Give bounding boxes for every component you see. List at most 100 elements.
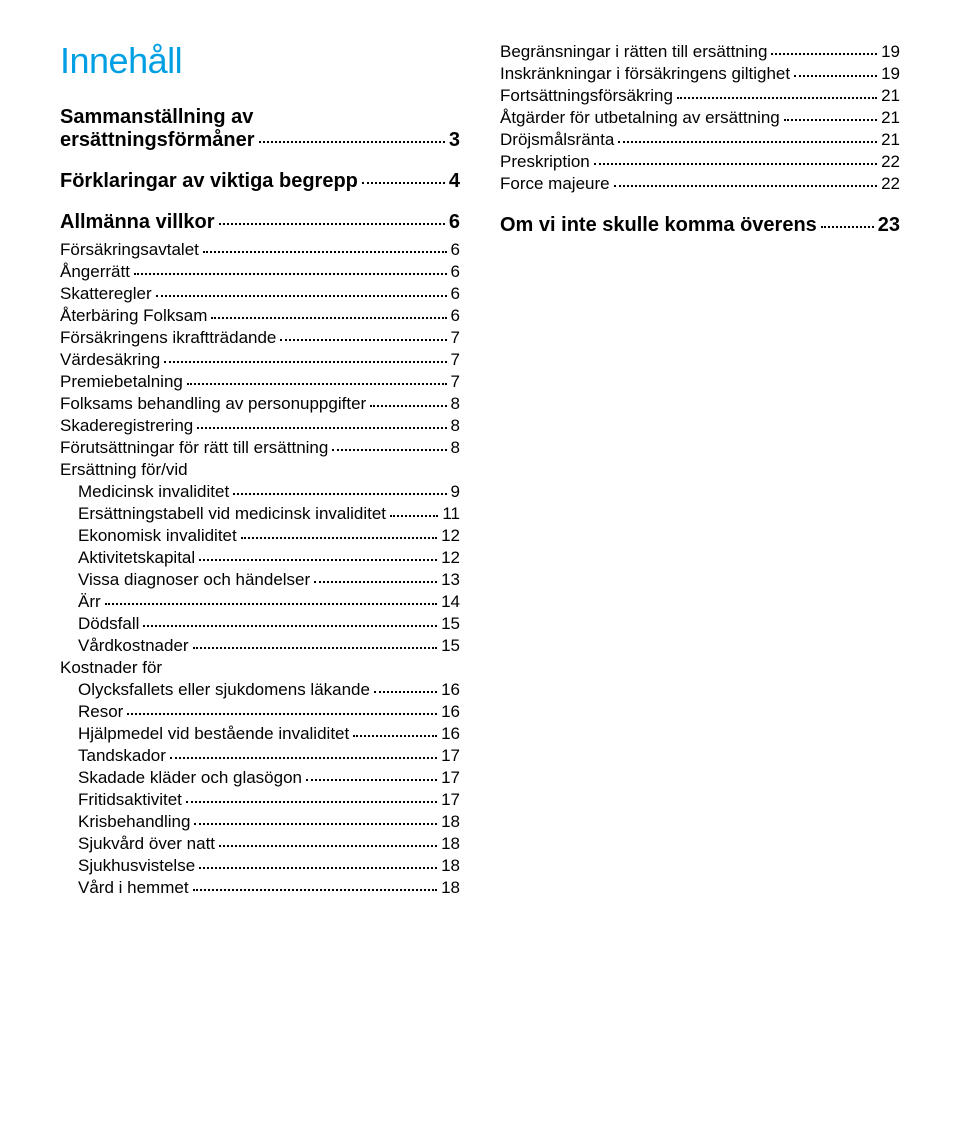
leader-dots xyxy=(134,273,447,275)
section-heading-1: Sammanställning av ersättningsförmåner 3 xyxy=(60,106,460,152)
toc-page: 7 xyxy=(451,350,460,370)
toc-row: Folksams behandling av personuppgifter8 xyxy=(60,394,460,414)
leader-dots xyxy=(170,757,437,759)
leader-dots xyxy=(614,185,877,187)
toc-row: Hjälpmedel vid bestående invaliditet16 xyxy=(60,724,460,744)
toc-label: Preskription xyxy=(500,152,590,172)
toc-page: 15 xyxy=(441,614,460,634)
leader-dots xyxy=(156,295,447,297)
leader-dots xyxy=(199,559,437,561)
toc-row: Fortsättningsförsäkring21 xyxy=(500,86,900,106)
toc-label: Medicinsk invaliditet xyxy=(78,482,229,502)
section-heading-1-line2: ersättningsförmåner xyxy=(60,129,255,152)
toc-label: Dröjsmålsränta xyxy=(500,130,614,150)
toc-row: Fritidsaktivitet17 xyxy=(60,790,460,810)
leader-dots xyxy=(143,625,437,627)
toc-row: Dödsfall 15 xyxy=(60,614,460,634)
toc-page: 6 xyxy=(451,262,460,282)
toc-label: Olycksfallets eller sjukdomens läkande xyxy=(78,680,370,700)
leader-dots xyxy=(280,339,446,341)
section-heading-2-label: Förklaringar av viktiga begrepp xyxy=(60,170,358,193)
toc-page: 18 xyxy=(441,878,460,898)
toc-page: 18 xyxy=(441,856,460,876)
toc-row: Medicinsk invaliditet 9 xyxy=(60,482,460,502)
leader-dots xyxy=(306,779,437,781)
group-1-items: Medicinsk invaliditet 9 Ersättningstabell … xyxy=(60,482,460,656)
toc-row: Ärr 14 xyxy=(60,592,460,612)
leader-dots xyxy=(771,53,877,55)
toc-page: 22 xyxy=(881,152,900,172)
leader-dots xyxy=(187,383,447,385)
toc-page: 12 xyxy=(441,526,460,546)
toc-label: Tandskador xyxy=(78,746,166,766)
toc-row: Premiebetalning 7 xyxy=(60,372,460,392)
toc-page: 6 xyxy=(451,306,460,326)
toc-page: 11 xyxy=(442,504,460,524)
leader-dots xyxy=(353,735,437,737)
toc-label: Ersättningstabell vid medicinsk invalidi… xyxy=(78,504,386,524)
toc-page: 9 xyxy=(451,482,460,502)
toc-label: Sjukhusvistelse xyxy=(78,856,195,876)
leader-dots xyxy=(362,182,445,184)
toc-row: Vårdkostnader15 xyxy=(60,636,460,656)
group-label-2: Kostnader för xyxy=(60,658,460,678)
toc-row: Förutsättningar för rätt till ersättning… xyxy=(60,438,460,458)
toc-page: 7 xyxy=(451,372,460,392)
leader-dots xyxy=(390,515,438,517)
toc-page: 12 xyxy=(441,548,460,568)
leader-dots xyxy=(193,889,438,891)
toc-row: Tandskador 17 xyxy=(60,746,460,766)
leader-dots xyxy=(219,845,437,847)
leader-dots xyxy=(219,223,445,225)
section-heading-1-page: 3 xyxy=(449,129,460,152)
toc-page: 16 xyxy=(441,702,460,722)
toc-label: Begränsningar i rätten till ersättning xyxy=(500,42,767,62)
toc-row: Krisbehandling 18 xyxy=(60,812,460,832)
toc-row: Vård i hemmet18 xyxy=(60,878,460,898)
toc-page: 17 xyxy=(441,746,460,766)
toc-page: 22 xyxy=(881,174,900,194)
page: Innehåll Sammanställning av ersättningsf… xyxy=(0,0,960,940)
toc-page: 17 xyxy=(441,768,460,788)
toc-label: Förutsättningar för rätt till ersättning xyxy=(60,438,328,458)
right-column: Begränsningar i rätten till ersättning 19… xyxy=(500,40,900,900)
toc-row: Försäkringsavtalet6 xyxy=(60,240,460,260)
toc-page: 6 xyxy=(451,284,460,304)
toc-row: Ersättningstabell vid medicinsk invalidi… xyxy=(60,504,460,524)
leader-dots xyxy=(197,427,446,429)
toc-label: Premiebetalning xyxy=(60,372,183,392)
leader-dots xyxy=(259,141,445,143)
toc-page: 8 xyxy=(451,416,460,436)
toc-label: Vissa diagnoser och händelser xyxy=(78,570,310,590)
leader-dots xyxy=(794,75,877,77)
toc-label: Aktivitetskapital xyxy=(78,548,195,568)
toc-page: 19 xyxy=(881,64,900,84)
toc-label: Inskränkningar i försäkringens giltighet xyxy=(500,64,790,84)
toc-label: Ärr xyxy=(78,592,101,612)
leader-dots xyxy=(821,226,874,228)
toc-label: Åtgärder för utbetalning av ersättning xyxy=(500,108,780,128)
toc-row: Ekonomisk invaliditet12 xyxy=(60,526,460,546)
section-heading-2-page: 4 xyxy=(449,170,460,193)
toc-label: Dödsfall xyxy=(78,614,139,634)
section-heading-3-label: Allmänna villkor xyxy=(60,211,215,234)
toc-label: Skaderegistrering xyxy=(60,416,193,436)
toc-label: Hjälpmedel vid bestående invaliditet xyxy=(78,724,349,744)
toc-row: Resor16 xyxy=(60,702,460,722)
leader-dots xyxy=(594,163,877,165)
toc-label: Krisbehandling xyxy=(78,812,190,832)
toc-page: 19 xyxy=(881,42,900,62)
toc-row: Force majeure 22 xyxy=(500,174,900,194)
toc-page: 8 xyxy=(451,394,460,414)
leader-dots xyxy=(193,647,438,649)
toc-page: 14 xyxy=(441,592,460,612)
section-heading-right-label: Om vi inte skulle komma överens xyxy=(500,214,817,237)
toc-page: 6 xyxy=(451,240,460,260)
toc-page: 18 xyxy=(441,812,460,832)
toc-label: Återbäring Folksam xyxy=(60,306,207,326)
toc-row: Sjukhusvistelse 18 xyxy=(60,856,460,876)
leader-dots xyxy=(233,493,446,495)
leader-dots xyxy=(203,251,447,253)
page-title: Innehåll xyxy=(60,40,460,82)
toc-label: Force majeure xyxy=(500,174,610,194)
